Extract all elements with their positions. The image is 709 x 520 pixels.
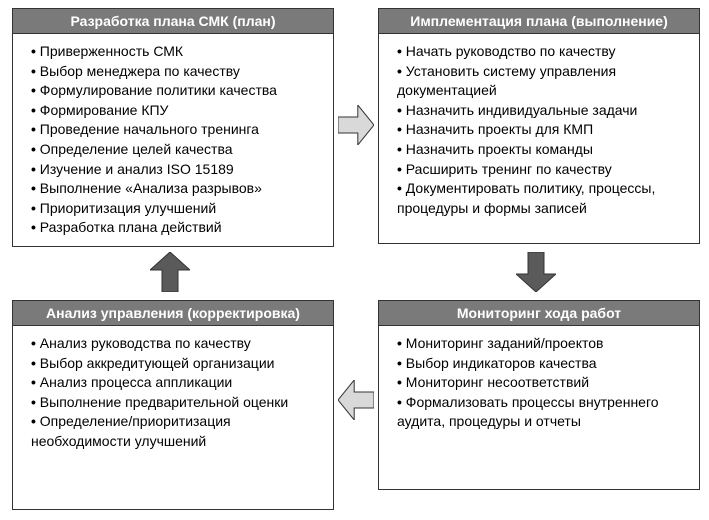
list-item: Назначить проекты команды (397, 140, 689, 160)
list-item: Документировать политику, процессы, проц… (397, 179, 689, 218)
box-act-list: Анализ руководства по качествуВыбор аккр… (31, 334, 323, 452)
box-check-list: Мониторинг заданий/проектовВыбор индикат… (397, 334, 689, 432)
list-item: Мониторинг несоответствий (397, 373, 689, 393)
list-item: Определение/приоритизация необходимости … (31, 412, 323, 451)
list-item: Установить систему управления документац… (397, 62, 689, 101)
list-item: Изучение и анализ ISO 15189 (31, 160, 323, 180)
list-item: Мониторинг заданий/проектов (397, 334, 689, 354)
box-check-title: Мониторинг хода работ (379, 301, 699, 326)
box-do-list: Начать руководство по качествуУстановить… (397, 42, 689, 218)
list-item: Разработка плана действий (31, 218, 323, 238)
arrow-check-to-act-icon (338, 380, 374, 420)
list-item: Формулирование политики качества (31, 81, 323, 101)
box-plan: Разработка плана СМК (план) Приверженнос… (12, 8, 334, 247)
box-plan-body: Приверженность СМКВыбор менеджера по кач… (13, 34, 333, 246)
list-item: Анализ руководства по качеству (31, 334, 323, 354)
box-do-title: Имплементация плана (выполнение) (379, 9, 699, 34)
list-item: Выбор индикаторов качества (397, 354, 689, 374)
box-check: Мониторинг хода работ Мониторинг заданий… (378, 300, 700, 490)
box-act-body: Анализ руководства по качествуВыбор аккр… (13, 326, 333, 460)
box-check-body: Мониторинг заданий/проектовВыбор индикат… (379, 326, 699, 440)
list-item: Выбор менеджера по качеству (31, 62, 323, 82)
box-act-title: Анализ управления (корректировка) (13, 301, 333, 326)
box-act: Анализ управления (корректировка) Анализ… (12, 300, 334, 510)
arrow-do-to-check-icon (516, 252, 556, 292)
list-item: Проведение начального тренинга (31, 120, 323, 140)
list-item: Определение целей качества (31, 140, 323, 160)
list-item: Анализ процесса аппликации (31, 373, 323, 393)
box-plan-title: Разработка плана СМК (план) (13, 9, 333, 34)
list-item: Расширить тренинг по качеству (397, 160, 689, 180)
list-item: Назначить индивидуальные задачи (397, 101, 689, 121)
arrow-plan-to-do-icon (338, 105, 374, 145)
list-item: Формализовать процессы внутреннего аудит… (397, 393, 689, 432)
list-item: Выполнение «Анализа разрывов» (31, 179, 323, 199)
list-item: Формирование КПУ (31, 101, 323, 121)
arrow-act-to-plan-icon (150, 252, 190, 292)
box-do: Имплементация плана (выполнение) Начать … (378, 8, 700, 244)
list-item: Начать руководство по качеству (397, 42, 689, 62)
list-item: Выполнение предварительной оценки (31, 393, 323, 413)
list-item: Выбор аккредитующей организации (31, 354, 323, 374)
box-do-body: Начать руководство по качествуУстановить… (379, 34, 699, 226)
box-plan-list: Приверженность СМКВыбор менеджера по кач… (31, 42, 323, 238)
list-item: Приоритизация улучшений (31, 199, 323, 219)
list-item: Назначить проекты для КМП (397, 120, 689, 140)
list-item: Приверженность СМК (31, 42, 323, 62)
